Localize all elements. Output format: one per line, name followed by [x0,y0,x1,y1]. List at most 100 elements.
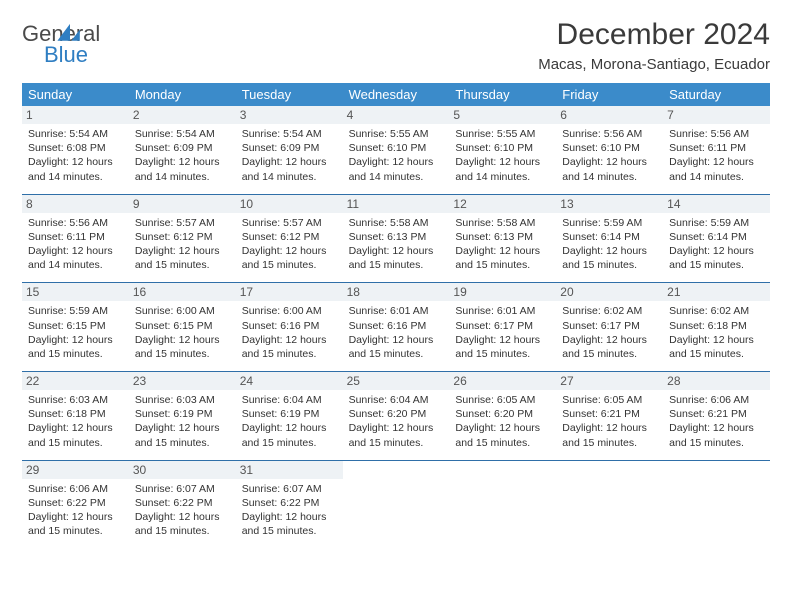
sunset-line: Sunset: 6:21 PM [562,408,640,420]
daylight-line: Daylight: 12 hours and 15 minutes. [562,245,647,271]
day-number: 9 [129,195,236,213]
sunset-line: Sunset: 6:12 PM [242,231,320,243]
sunset-line: Sunset: 6:14 PM [669,231,747,243]
daylight-line: Daylight: 12 hours and 15 minutes. [242,245,327,271]
calendar-day-cell: 19Sunrise: 6:01 AMSunset: 6:17 PMDayligh… [449,283,556,371]
day-number: 27 [556,372,663,390]
daylight-line: Daylight: 12 hours and 15 minutes. [28,334,113,360]
daylight-line: Daylight: 12 hours and 15 minutes. [349,422,434,448]
day-number: 24 [236,372,343,390]
calendar-day-cell [449,461,556,549]
day-info: Sunrise: 5:55 AMSunset: 6:10 PMDaylight:… [349,127,444,184]
calendar-grid: 1Sunrise: 5:54 AMSunset: 6:08 PMDaylight… [22,106,770,548]
calendar-day-cell: 6Sunrise: 5:56 AMSunset: 6:10 PMDaylight… [556,106,663,194]
calendar-day-cell: 11Sunrise: 5:58 AMSunset: 6:13 PMDayligh… [343,195,450,283]
day-info: Sunrise: 5:59 AM Sunset: 6:14 PM Daylight:… [669,216,764,273]
sunset-line: Sunset: 6:13 PM [455,231,533,243]
day-info: Sunrise: 6:03 AMSunset: 6:18 PMDaylight:… [28,393,123,450]
sunrise-line: Sunrise: 5:56 AM [28,217,108,229]
daylight-line: Daylight: 12 hours and 15 minutes. [242,422,327,448]
day-number: 18 [343,283,450,301]
daylight-line: Daylight: 12 hours and 14 minutes. [135,156,220,182]
sunrise-line: Sunrise: 5:57 AM [135,217,215,229]
day-info: Sunrise: 5:56 AMSunset: 6:11 PMDaylight:… [669,127,764,184]
sunset-line: Sunset: 6:19 PM [242,408,320,420]
sunset-line: Sunset: 6:13 PM [349,231,427,243]
day-number: 7 [663,106,770,124]
calendar-day-cell: 3 Sunrise: 5:54 AMSunset: 6:09 PMDaylight… [236,106,343,194]
sunset-line: Sunset: 6:21 PM [669,408,747,420]
sunrise-line: Sunrise: 6:07 AM [135,483,215,495]
calendar-day-cell: 25Sunrise: 6:04 AMSunset: 6:20 PMDayligh… [343,372,450,460]
sunrise-line: Sunrise: 6:03 AM [28,394,108,406]
day-number: 26 [449,372,556,390]
sunrise-line: Sunrise: 6:04 AM [349,394,429,406]
calendar-day-cell: 4Sunrise: 5:55 AMSunset: 6:10 PMDaylight… [343,106,450,194]
calendar-day-cell: 29Sunrise: 6:06 AMSunset: 6:22 PMDayligh… [22,461,129,549]
day-number: 22 [22,372,129,390]
sunset-line: Sunset: 6:22 PM [242,497,320,509]
month-title: December 2024 [538,18,770,52]
day-number: 3 [236,106,343,124]
weekday-header: Wednesday [343,83,450,106]
day-info: Sunrise: 5:59 AMSunset: 6:15 PMDaylight:… [28,304,123,361]
sunrise-line: Sunrise: 5:55 AM [349,128,429,140]
sunset-line: Sunset: 6:08 PM [28,142,106,154]
sunrise-line: Sunrise: 6:01 AM [349,305,429,317]
calendar-day-cell: 31Sunrise: 6:07 AMSunset: 6:22 PMDayligh… [236,461,343,549]
daylight-line: Daylight: 12 hours and 15 minutes. [669,245,754,271]
day-number: 16 [129,283,236,301]
calendar-day-cell: 12Sunrise: 5:58 AMSunset: 6:13 PMDayligh… [449,195,556,283]
calendar-day-cell: 27Sunrise: 6:05 AMSunset: 6:21 PMDayligh… [556,372,663,460]
day-number: 8 [22,195,129,213]
logo: General Blue [22,18,84,66]
day-number: 10 [236,195,343,213]
day-number: 5 [449,106,556,124]
sunset-line: Sunset: 6:17 PM [562,320,640,332]
day-info: Sunrise: 5:58 AMSunset: 6:13 PMDaylight:… [349,216,444,273]
sunrise-line: Sunrise: 6:00 AM [135,305,215,317]
sunrise-line: Sunrise: 5:54 AM [242,128,322,140]
day-info: Sunrise: 6:01 AMSunset: 6:17 PMDaylight:… [455,304,550,361]
daylight-line: Daylight: 12 hours and 15 minutes. [28,422,113,448]
calendar-day-cell: 30Sunrise: 6:07 AMSunset: 6:22 PMDayligh… [129,461,236,549]
day-info: Sunrise: 5:54 AMSunset: 6:09 PMDaylight:… [242,127,337,184]
sunset-line: Sunset: 6:18 PM [669,320,747,332]
day-number: 15 [22,283,129,301]
calendar-day-cell [343,461,450,549]
logo-sail-icon [56,22,84,49]
title-block: December 2024 Macas, Morona-Santiago, Ec… [538,18,770,73]
day-info: Sunrise: 5:58 AMSunset: 6:13 PMDaylight:… [455,216,550,273]
calendar-day-cell: 7 Sunrise: 5:56 AMSunset: 6:11 PMDaylight… [663,106,770,194]
day-info: Sunrise: 6:05 AMSunset: 6:20 PMDaylight:… [455,393,550,450]
day-info: Sunrise: 5:56 AMSunset: 6:10 PMDaylight:… [562,127,657,184]
sunrise-line: Sunrise: 5:58 AM [455,217,535,229]
daylight-line: Daylight: 12 hours and 15 minutes. [135,511,220,537]
day-info: Sunrise: 5:57 AMSunset: 6:12 PMDaylight:… [135,216,230,273]
calendar-day-cell [663,461,770,549]
daylight-line: Daylight: 12 hours and 14 minutes. [349,156,434,182]
sunset-line: Sunset: 6:14 PM [562,231,640,243]
calendar-day-cell: 13Sunrise: 5:59 AMSunset: 6:14 PMDayligh… [556,195,663,283]
day-info: Sunrise: 6:06 AMSunset: 6:22 PMDaylight:… [28,482,123,539]
sunrise-line: Sunrise: 5:59 AM [562,217,642,229]
day-info: Sunrise: 5:54 AMSunset: 6:08 PMDaylight:… [28,127,123,184]
day-info: Sunrise: 5:57 AMSunset: 6:12 PMDaylight:… [242,216,337,273]
calendar-day-cell: 24 Sunrise: 6:04 AM Sunset: 6:19 PM Dayligh… [236,372,343,460]
weekday-header: Saturday [663,83,770,106]
daylight-line: Daylight: 12 hours and 15 minutes. [562,334,647,360]
calendar-day-cell: 20Sunrise: 6:02 AMSunset: 6:17 PMDayligh… [556,283,663,371]
sunrise-line: Sunrise: 6:04 AM [242,394,322,406]
day-number: 20 [556,283,663,301]
sunset-line: Sunset: 6:17 PM [455,320,533,332]
sunrise-line: Sunrise: 6:03 AM [135,394,215,406]
sunset-line: Sunset: 6:16 PM [242,320,320,332]
day-number: 14 [663,195,770,213]
day-info: Sunrise: 6:00 AMSunset: 6:15 PMDaylight:… [135,304,230,361]
daylight-line: Daylight: 12 hours and 14 minutes. [669,156,754,182]
sunrise-line: Sunrise: 6:05 AM [455,394,535,406]
calendar-day-cell: 15 Sunrise: 5:59 AMSunset: 6:15 PMDayligh… [22,283,129,371]
day-number: 17 [236,283,343,301]
sunrise-line: Sunrise: 5:59 AM [669,217,749,229]
sunrise-line: Sunrise: 6:07 AM [242,483,322,495]
